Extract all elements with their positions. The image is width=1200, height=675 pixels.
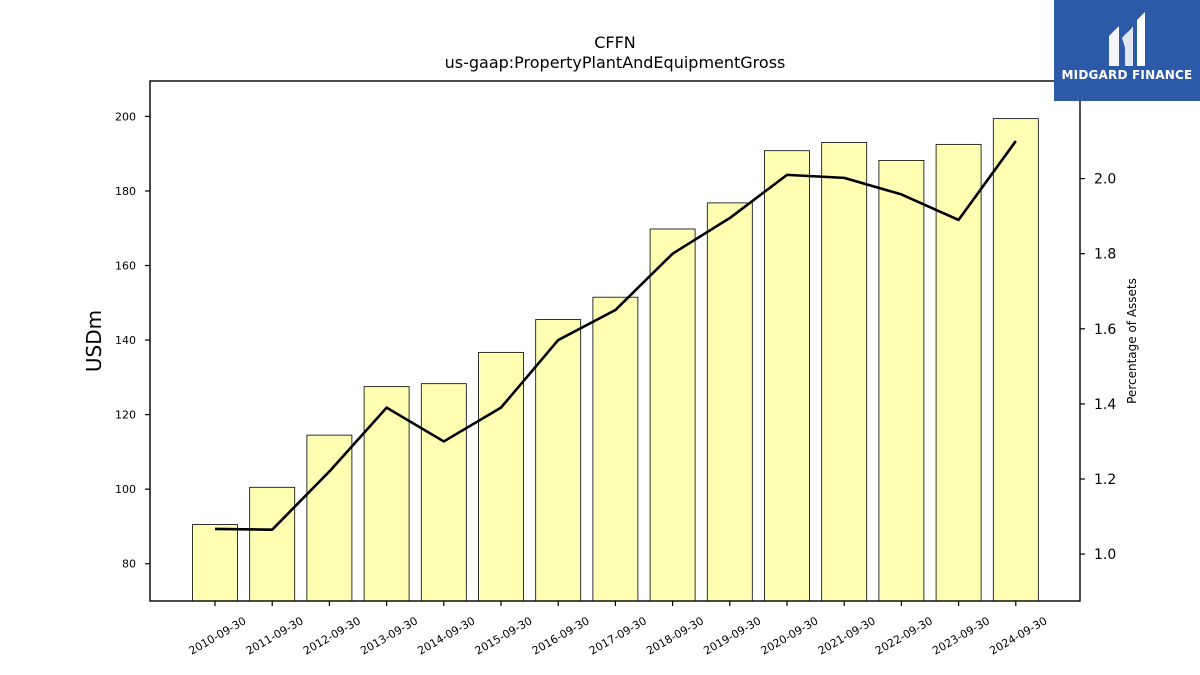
y-axis-label: USDm (82, 310, 106, 372)
x-axis-ticks: 2010-09-302011-09-302012-09-302013-09-30… (187, 601, 1049, 658)
x-tick-label: 2013-09-30 (358, 614, 420, 657)
bars-layer (192, 118, 1039, 602)
chart-subtitle: us-gaap:PropertyPlantAndEquipmentGross (445, 53, 786, 72)
bar (535, 319, 582, 602)
x-tick-label: 2010-09-30 (187, 614, 249, 657)
bar (878, 159, 925, 602)
x-tick-label: 2023-09-30 (930, 614, 992, 657)
y2-tick-label: 1.4 (1094, 397, 1116, 413)
x-tick-label: 2019-09-30 (701, 614, 763, 657)
bar (478, 351, 524, 602)
bar (821, 142, 868, 602)
left-axis-ticks: 80 100 120 140 160 180 200 (115, 110, 150, 571)
y-tick-label: 180 (115, 185, 136, 198)
y2-tick-label: 2.0 (1094, 172, 1116, 188)
bar (649, 228, 696, 602)
bar (192, 524, 238, 602)
x-tick-label: 2016-09-30 (530, 614, 592, 657)
chart-title: CFFN (594, 33, 636, 52)
x-tick-label: 2022-09-30 (873, 614, 935, 657)
y2-tick-label: 1.0 (1094, 547, 1116, 563)
y2-tick-label: 1.2 (1094, 472, 1116, 488)
right-axis-ticks: 1.0 1.2 1.4 1.6 1.8 2.0 (1080, 172, 1116, 563)
y2-tick-label: 1.8 (1094, 247, 1116, 263)
bar (706, 202, 753, 602)
y-tick-label: 200 (115, 110, 136, 123)
logo-text: MIDGARD FINANCE (1061, 68, 1193, 82)
y-tick-label: 160 (115, 260, 136, 273)
x-tick-label: 2017-09-30 (587, 614, 649, 657)
y-tick-label: 120 (115, 409, 136, 422)
brand-logo: MIDGARD FINANCE (1054, 0, 1200, 101)
bar (592, 296, 639, 602)
y2-axis-label: Percentage of Assets (1125, 278, 1139, 404)
bar (764, 150, 810, 602)
x-tick-label: 2011-09-30 (244, 614, 306, 657)
x-tick-label: 2021-09-30 (816, 614, 878, 657)
bar (992, 118, 1039, 602)
x-tick-label: 2014-09-30 (415, 614, 477, 657)
y-tick-label: 140 (115, 334, 136, 347)
bar (363, 386, 410, 602)
x-tick-label: 2015-09-30 (473, 614, 535, 657)
y-tick-label: 100 (115, 483, 136, 496)
percentage-line (214, 140, 1017, 531)
x-tick-label: 2012-09-30 (301, 614, 363, 657)
logo-mark-icon (1109, 12, 1145, 66)
y-tick-label: 80 (122, 558, 136, 571)
bar (249, 486, 296, 602)
x-tick-label: 2018-09-30 (644, 614, 706, 657)
bar (306, 434, 353, 602)
x-tick-label: 2020-09-30 (759, 614, 821, 657)
y2-tick-label: 1.6 (1094, 322, 1116, 338)
bar (420, 383, 467, 602)
x-tick-label: 2024-09-30 (987, 614, 1049, 657)
